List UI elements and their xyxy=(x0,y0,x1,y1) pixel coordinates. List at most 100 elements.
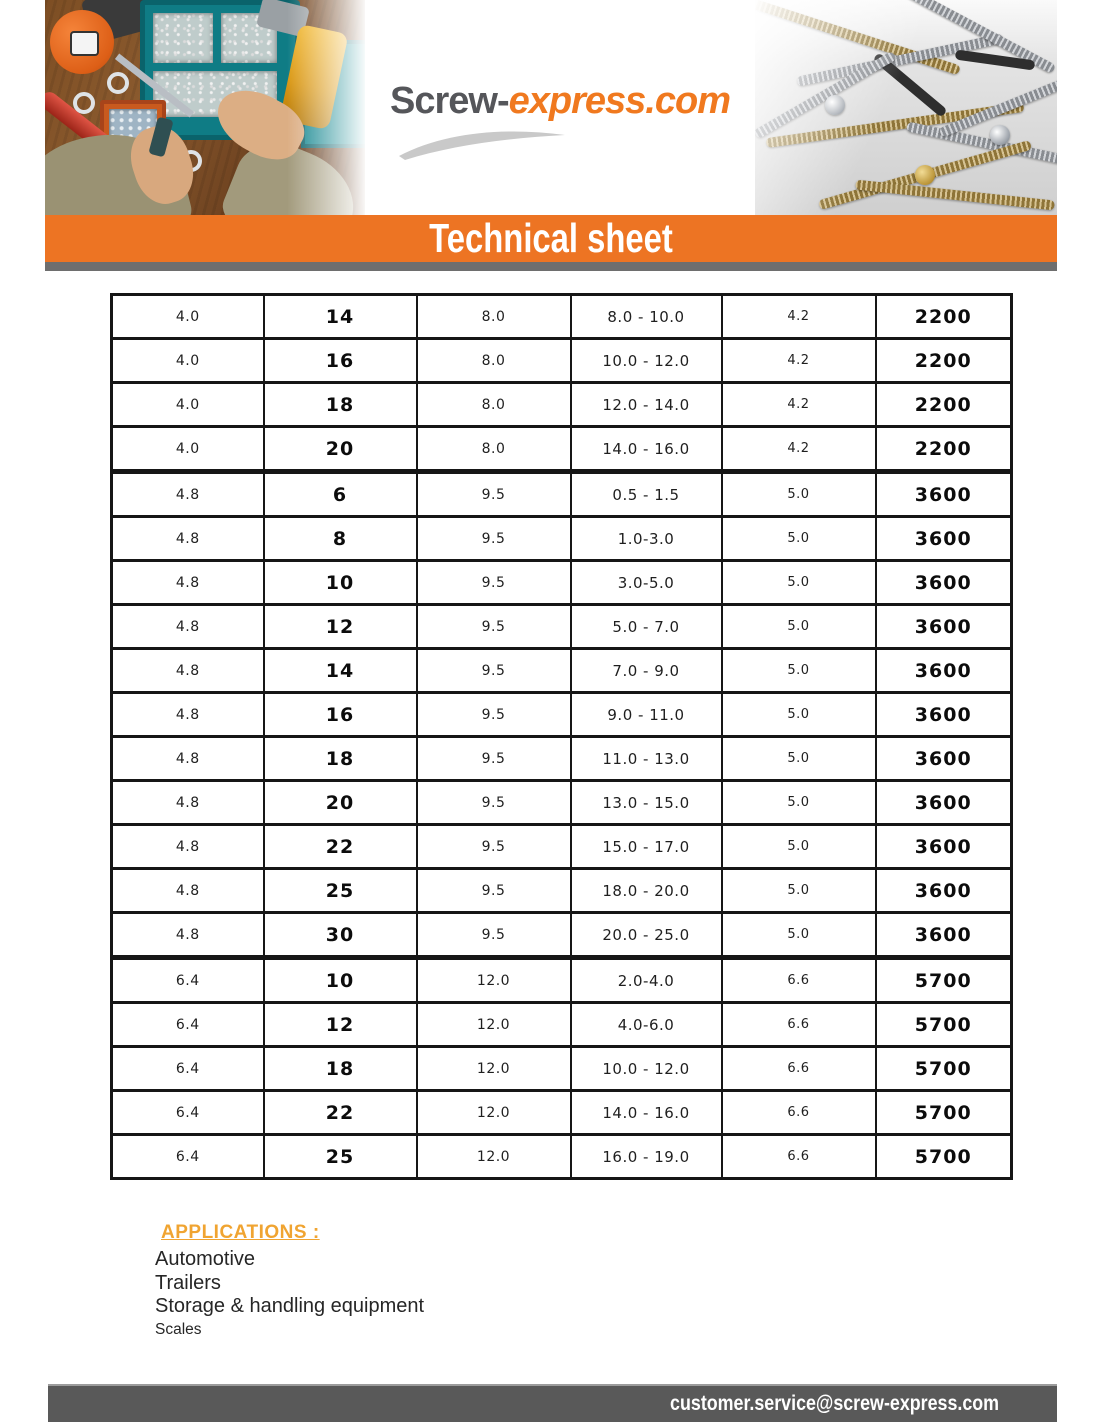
table-row: 6.4 12 12.0 4.0-6.0 6.6 5700 xyxy=(110,1001,1013,1048)
table-cell: 15.0 - 17.0 xyxy=(569,823,723,870)
table-cell: 4.2 xyxy=(720,293,877,340)
photo-fade-overlay xyxy=(287,0,365,215)
table-cell: 4.8 xyxy=(110,691,265,738)
table-row: 4.8 12 9.5 5.0 - 7.0 5.0 3600 xyxy=(110,603,1013,650)
footer-bar: customer.service@screw-express.com xyxy=(48,1384,1057,1422)
table-row: 4.8 20 9.5 13.0 - 15.0 5.0 3600 xyxy=(110,779,1013,826)
table-cell: 3600 xyxy=(874,603,1013,650)
table-cell: 2200 xyxy=(874,293,1013,340)
table-cell: 6.6 xyxy=(720,955,877,1004)
table-cell: 6.6 xyxy=(720,1045,877,1092)
workbench-photo xyxy=(45,0,365,215)
application-item: Storage & handling equipment xyxy=(155,1295,425,1317)
table-row: 4.0 18 8.0 12.0 - 14.0 4.2 2200 xyxy=(110,381,1013,428)
table-cell: 9.5 xyxy=(415,867,572,914)
table-cell: 2200 xyxy=(874,381,1013,428)
table-cell: 4.0 xyxy=(110,293,265,340)
table-cell: 4.0 xyxy=(110,381,265,428)
table-cell: 6 xyxy=(262,469,418,518)
application-item: Trailers xyxy=(155,1271,221,1294)
table-cell: 12.0 xyxy=(415,955,572,1004)
table-cell: 16 xyxy=(262,337,418,384)
banner-shadow-stripe xyxy=(45,262,1057,271)
table-cell: 2.0-4.0 xyxy=(569,955,723,1004)
table-cell: 3600 xyxy=(874,779,1013,826)
table-cell: 5.0 xyxy=(720,559,877,606)
table-cell: 6.4 xyxy=(110,1133,265,1180)
tape-measure-label-graphic xyxy=(70,31,99,56)
table-cell: 6.4 xyxy=(110,1001,265,1048)
table-cell: 25 xyxy=(262,1133,418,1180)
table-cell: 3600 xyxy=(874,559,1013,606)
screws-pile-photo xyxy=(755,0,1057,215)
tape-measure-graphic xyxy=(50,10,114,74)
table-cell: 13.0 - 15.0 xyxy=(569,779,723,826)
table-cell: 14.0 - 16.0 xyxy=(569,425,723,473)
table-cell: 4.8 xyxy=(110,515,265,562)
table-cell: 6.6 xyxy=(720,1133,877,1180)
table-cell: 5.0 xyxy=(720,691,877,738)
table-row: 6.4 25 12.0 16.0 - 19.0 6.6 5700 xyxy=(110,1133,1013,1180)
applications-heading: APPLICATIONS : xyxy=(161,1222,320,1243)
table-cell: 20 xyxy=(262,425,418,473)
table-cell: 9.5 xyxy=(415,603,572,650)
table-cell: 4.8 xyxy=(110,867,265,914)
logo-text-screw: Screw- xyxy=(390,80,510,122)
table-cell: 6.6 xyxy=(720,1001,877,1048)
table-cell: 5700 xyxy=(874,1045,1013,1092)
table-cell: 2200 xyxy=(874,337,1013,384)
table-cell: 8.0 xyxy=(415,293,572,340)
table-cell: 12.0 xyxy=(415,1001,572,1048)
table-cell: 10 xyxy=(262,559,418,606)
table-cell: 5700 xyxy=(874,1001,1013,1048)
table-row: 4.8 16 9.5 9.0 - 11.0 5.0 3600 xyxy=(110,691,1013,738)
washer-graphic xyxy=(73,92,95,114)
table-cell: 9.0 - 11.0 xyxy=(569,691,723,738)
table-row: 6.4 10 12.0 2.0-4.0 6.6 5700 xyxy=(110,955,1013,1004)
table-cell: 3600 xyxy=(874,647,1013,694)
logo-text-express: express.com xyxy=(508,80,731,122)
page-title: Technical sheet xyxy=(429,215,673,261)
table-cell: 16.0 - 19.0 xyxy=(569,1133,723,1180)
table-cell: 22 xyxy=(262,823,418,870)
table-cell: 2200 xyxy=(874,425,1013,473)
table-cell: 4.8 xyxy=(110,559,265,606)
table-cell: 8 xyxy=(262,515,418,562)
table-cell: 8.0 xyxy=(415,425,572,473)
photo-fade-overlay xyxy=(755,0,1057,215)
table-row: 4.8 6 9.5 0.5 - 1.5 5.0 3600 xyxy=(110,469,1013,518)
table-row: 4.8 18 9.5 11.0 - 13.0 5.0 3600 xyxy=(110,735,1013,782)
table-cell: 10.0 - 12.0 xyxy=(569,337,723,384)
table-cell: 22 xyxy=(262,1089,418,1136)
table-cell: 3600 xyxy=(874,515,1013,562)
table-cell: 10.0 - 12.0 xyxy=(569,1045,723,1092)
table-cell: 9.5 xyxy=(415,779,572,826)
table-cell: 6.4 xyxy=(110,1045,265,1092)
table-cell: 9.5 xyxy=(415,823,572,870)
table-cell: 1.0-3.0 xyxy=(569,515,723,562)
table-cell: 4.0 xyxy=(110,425,265,473)
table-cell: 4.0 xyxy=(110,337,265,384)
table-cell: 8.0 xyxy=(415,381,572,428)
washer-graphic xyxy=(107,72,129,94)
table-cell: 5700 xyxy=(874,1089,1013,1136)
table-cell: 12.0 - 14.0 xyxy=(569,381,723,428)
customer-service-email-link[interactable]: customer.service@screw-express.com xyxy=(670,1392,999,1415)
table-cell: 16 xyxy=(262,691,418,738)
table-cell: 5.0 xyxy=(720,515,877,562)
table-cell: 5.0 xyxy=(720,735,877,782)
table-cell: 9.5 xyxy=(415,647,572,694)
table-cell: 9.5 xyxy=(415,691,572,738)
title-banner: Technical sheet xyxy=(45,215,1057,262)
table-row: 4.8 25 9.5 18.0 - 20.0 5.0 3600 xyxy=(110,867,1013,914)
table-row: 4.8 30 9.5 20.0 - 25.0 5.0 3600 xyxy=(110,911,1013,959)
table-row: 4.8 8 9.5 1.0-3.0 5.0 3600 xyxy=(110,515,1013,562)
table-cell: 5.0 - 7.0 xyxy=(569,603,723,650)
table-cell: 4.2 xyxy=(720,425,877,473)
table-cell: 12 xyxy=(262,1001,418,1048)
table-row: 4.0 14 8.0 8.0 - 10.0 4.2 2200 xyxy=(110,293,1013,340)
table-cell: 6.6 xyxy=(720,1089,877,1136)
table-cell: 14 xyxy=(262,647,418,694)
table-cell: 9.5 xyxy=(415,911,572,959)
table-cell: 4.8 xyxy=(110,647,265,694)
